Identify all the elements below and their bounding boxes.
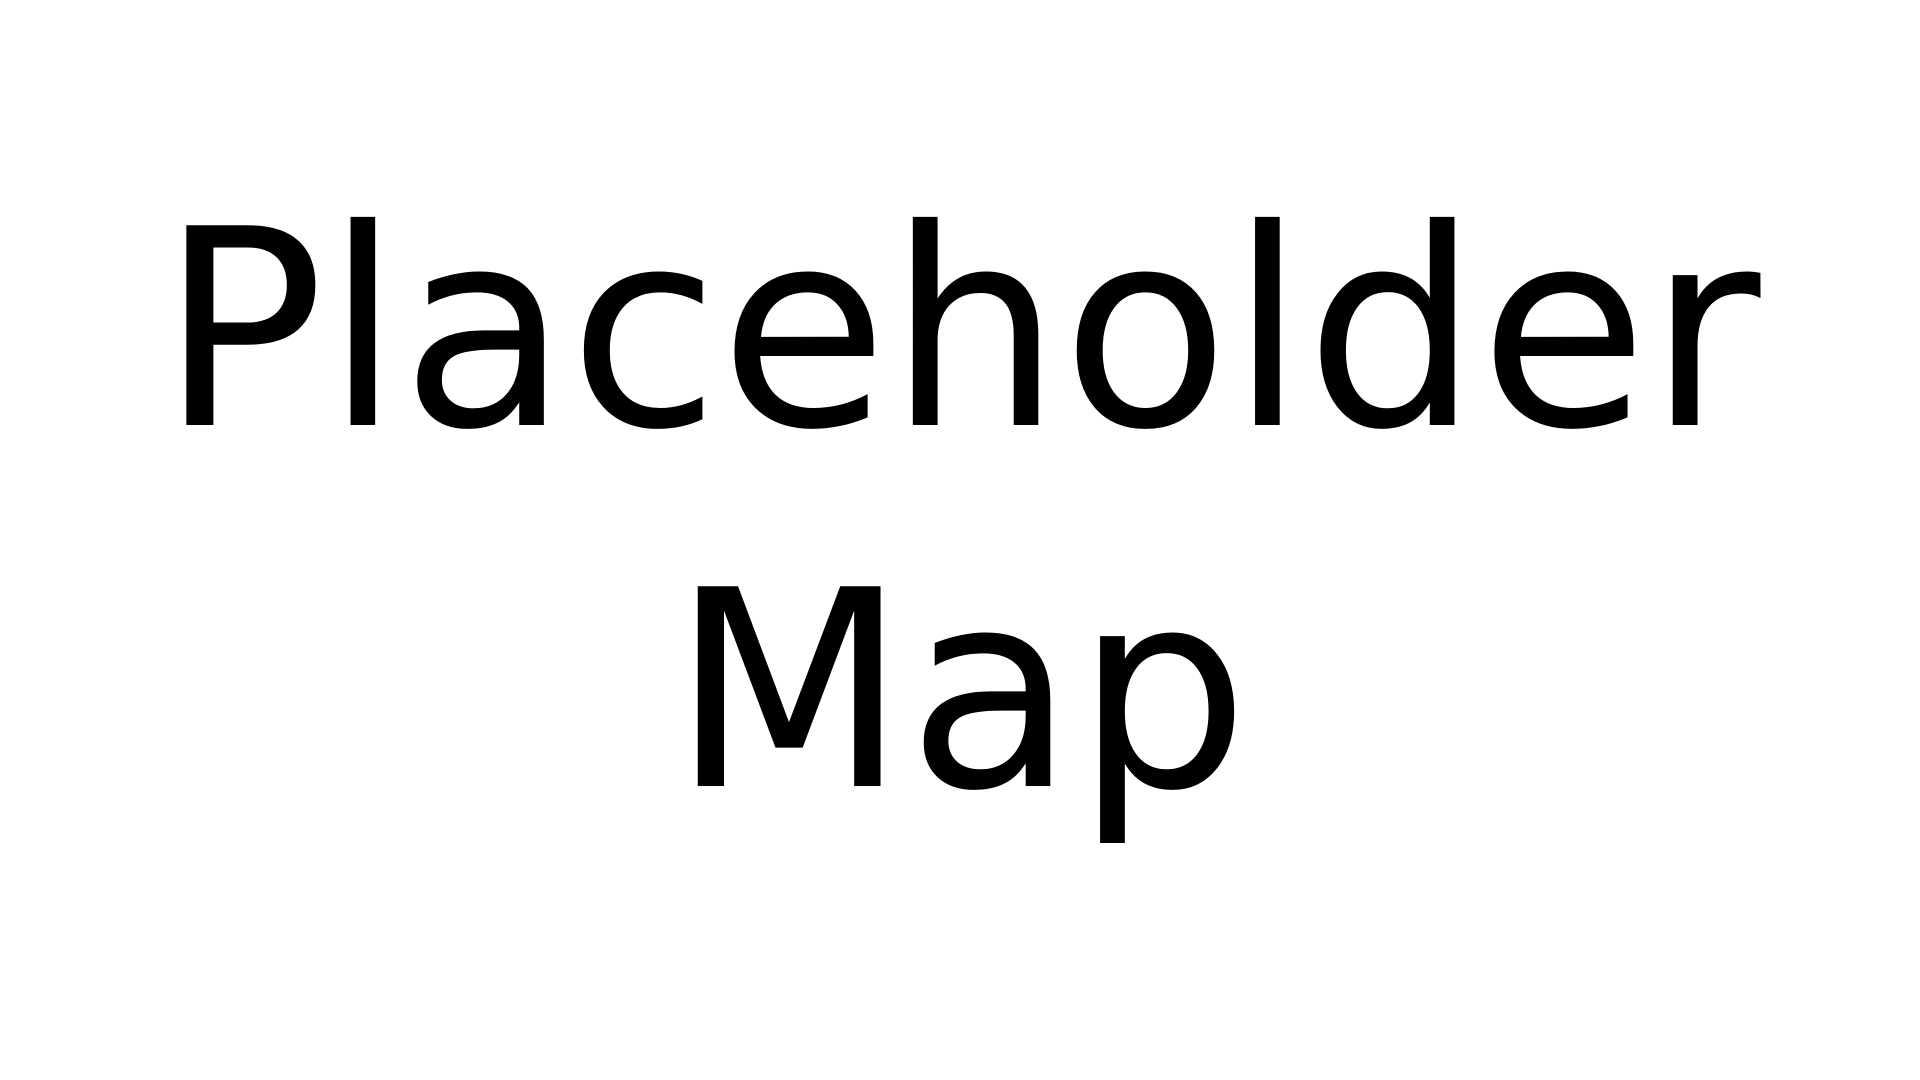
placeholder-text-line-1: Placeholder bbox=[159, 171, 1761, 490]
placeholder-text-line-2: Map bbox=[670, 532, 1250, 851]
